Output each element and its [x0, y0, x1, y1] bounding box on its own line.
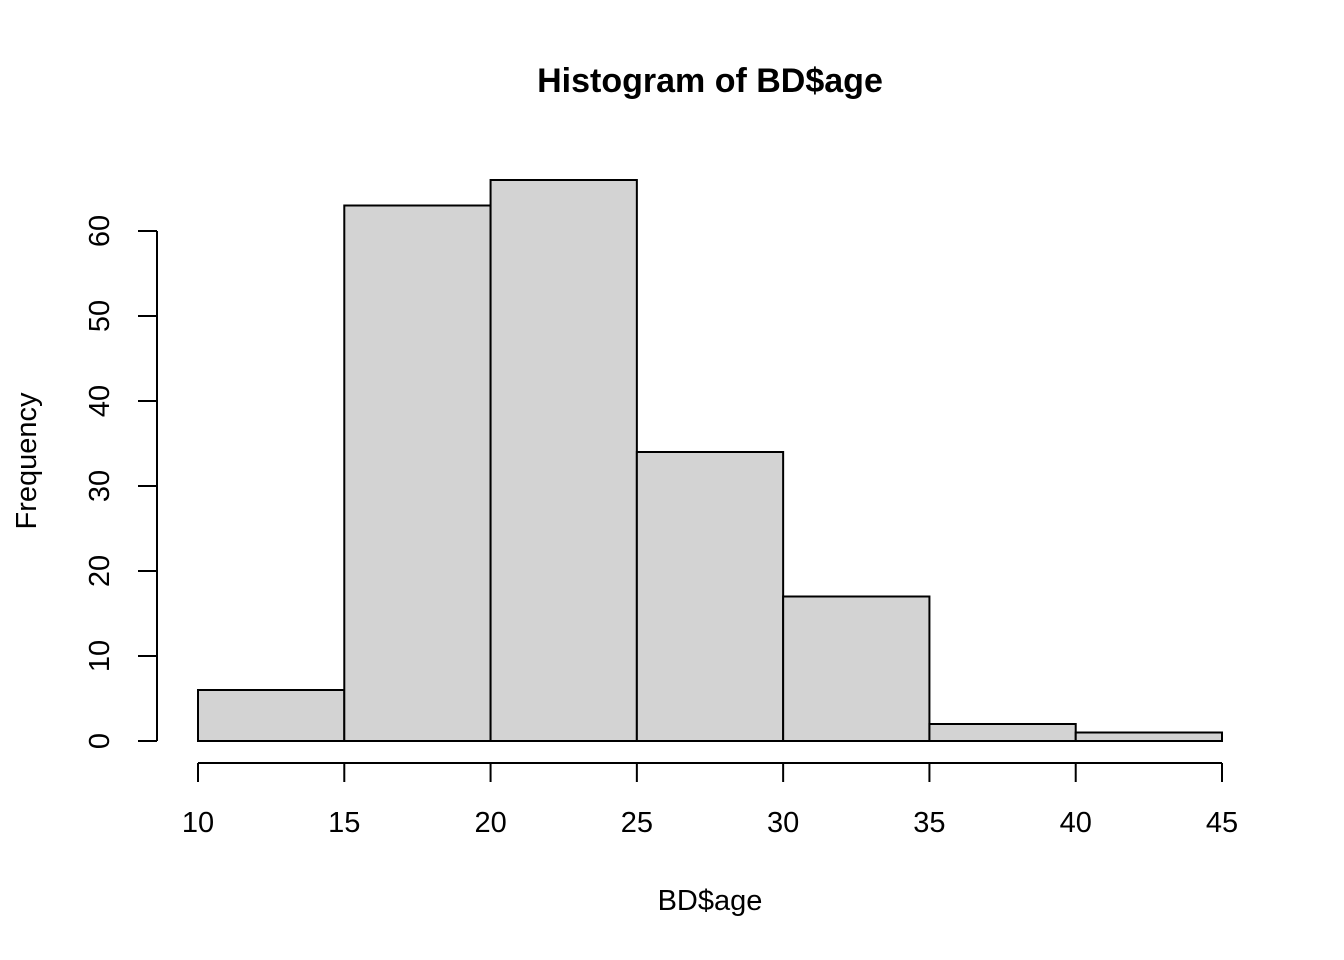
y-tick-label: 40 — [84, 385, 116, 417]
histogram-bar — [1074, 731, 1223, 742]
histogram-bar — [635, 451, 785, 742]
y-tick-label: 30 — [84, 470, 116, 502]
y-tick-label: 60 — [84, 215, 116, 247]
y-axis-label: Frequency — [11, 392, 43, 530]
x-tick-label: 15 — [328, 807, 360, 839]
x-axis: 10 15 20 25 30 35 40 45 — [182, 762, 1238, 839]
x-tick-label: 10 — [182, 807, 214, 839]
x-tick-label: 35 — [913, 807, 945, 839]
y-axis: 0 10 20 30 40 50 60 — [84, 215, 158, 749]
x-axis-label: BD$age — [658, 885, 763, 917]
histogram-bar — [928, 723, 1077, 742]
histogram-bar — [782, 595, 931, 742]
histogram-bar — [489, 179, 638, 742]
histogram-bar — [197, 689, 346, 742]
y-tick-label: 0 — [84, 733, 116, 749]
bars-group — [197, 179, 1223, 742]
x-tick-label: 20 — [474, 807, 506, 839]
x-tick-label: 40 — [1060, 807, 1092, 839]
chart-title: Histogram of BD$age — [537, 62, 883, 100]
y-tick-label: 50 — [84, 300, 116, 332]
x-tick-label: 45 — [1206, 807, 1238, 839]
x-tick-label: 25 — [621, 807, 653, 839]
y-tick-label: 10 — [84, 640, 116, 672]
histogram-bar — [343, 204, 492, 742]
x-tick-label: 30 — [767, 807, 799, 839]
y-tick-label: 20 — [84, 555, 116, 587]
